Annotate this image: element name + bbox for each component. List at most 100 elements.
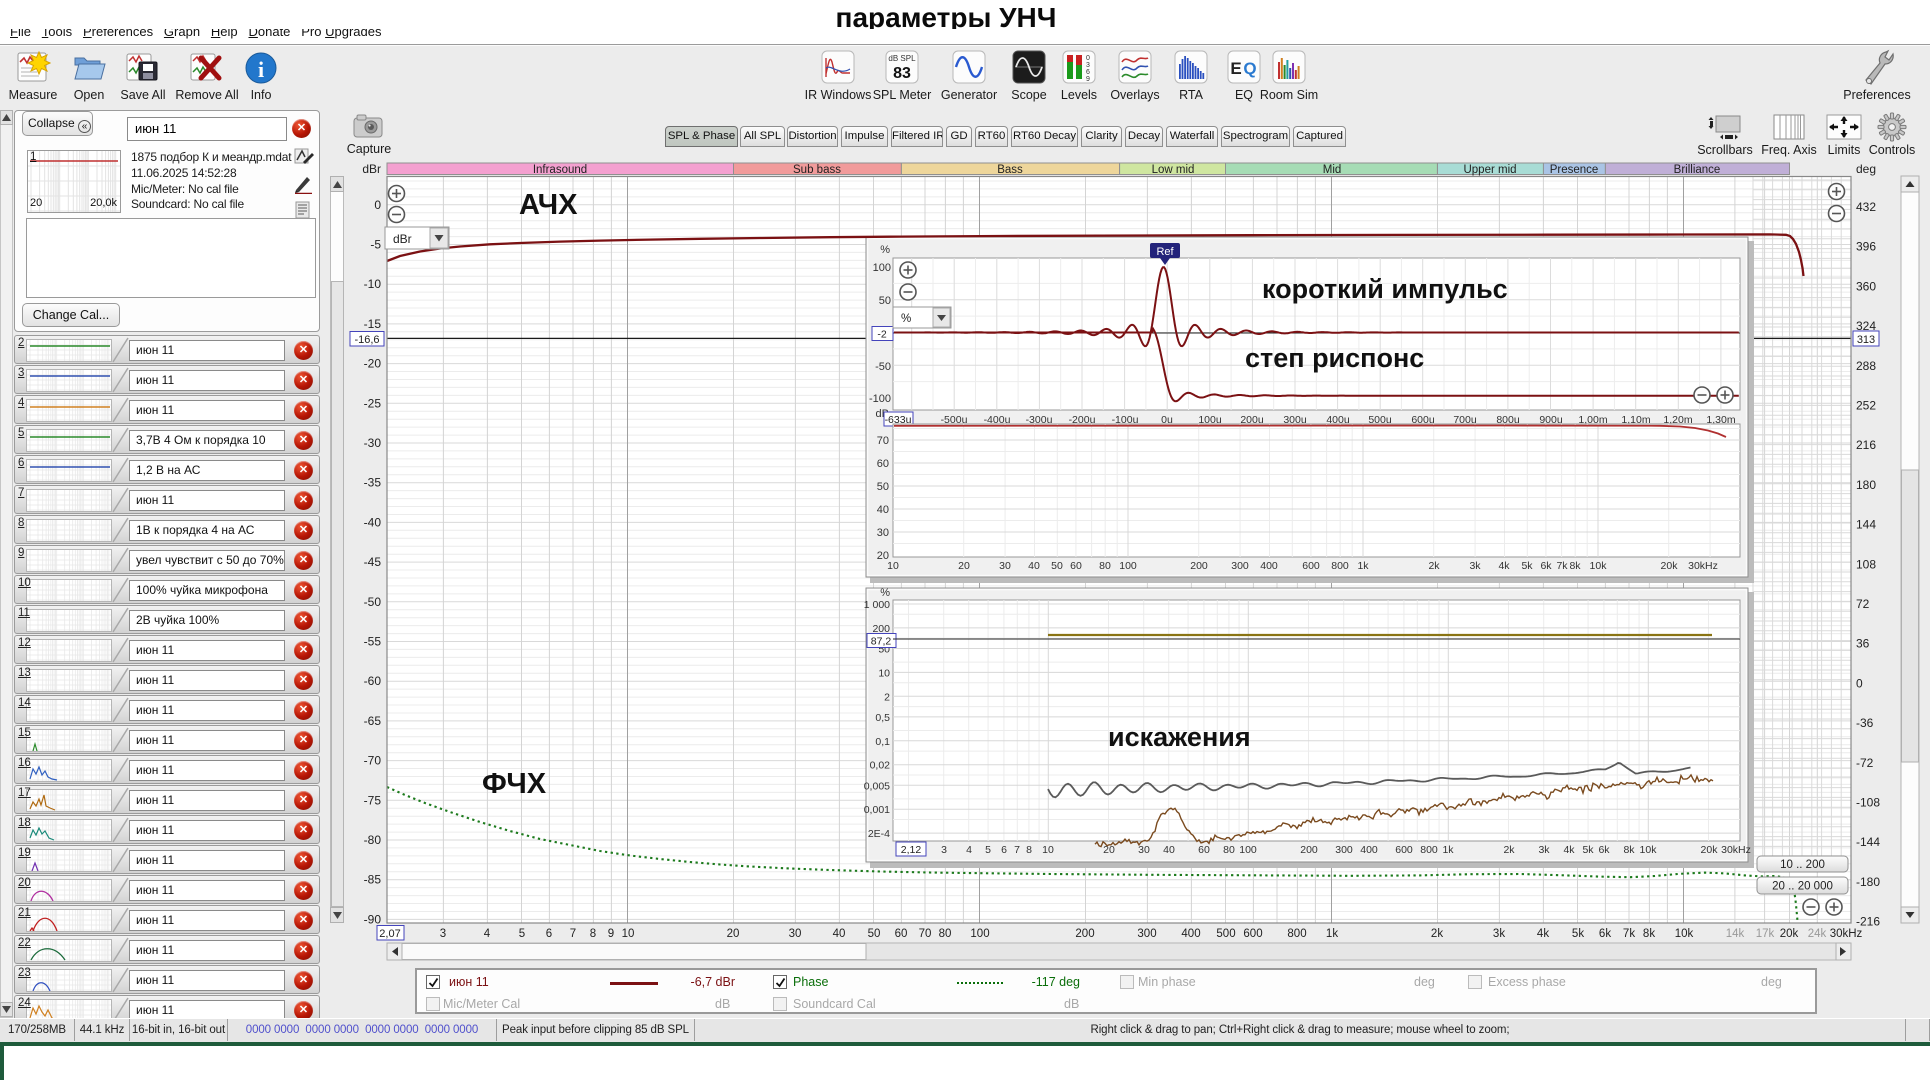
svg-text:800: 800: [1331, 560, 1349, 572]
svg-text:60: 60: [895, 928, 908, 940]
svg-text:4k: 4k: [1537, 928, 1549, 940]
svg-text:40: 40: [877, 504, 889, 516]
svg-text:dB SPL: dB SPL: [888, 54, 916, 63]
svg-text:30: 30: [877, 527, 889, 539]
svg-text:100: 100: [970, 928, 989, 940]
svg-text:10: 10: [622, 928, 635, 940]
svg-text:4: 4: [966, 844, 972, 856]
svg-text:300: 300: [1335, 844, 1353, 856]
svg-text:-20: -20: [364, 357, 382, 371]
svg-text:7: 7: [1014, 844, 1020, 856]
svg-text:100: 100: [1119, 560, 1137, 572]
svg-text:400: 400: [1360, 844, 1378, 856]
svg-text:4k: 4k: [1498, 560, 1510, 572]
svg-text:5: 5: [985, 844, 991, 856]
svg-text:10: 10: [1042, 844, 1054, 856]
svg-text:100u: 100u: [1198, 414, 1222, 426]
svg-text:0,02: 0,02: [870, 760, 891, 772]
svg-text:-70: -70: [364, 754, 382, 768]
svg-text:20: 20: [958, 560, 970, 572]
svg-text:8k: 8k: [1569, 560, 1581, 572]
svg-text:432: 432: [1856, 200, 1876, 214]
svg-text:Low mid: Low mid: [1152, 164, 1195, 176]
svg-text:60: 60: [1070, 560, 1082, 572]
svg-text:1,00m: 1,00m: [1578, 414, 1607, 426]
svg-text:200u: 200u: [1240, 414, 1264, 426]
svg-text:-200u: -200u: [1069, 414, 1096, 426]
svg-text:30kHz: 30kHz: [1688, 560, 1718, 572]
svg-text:6k: 6k: [1540, 560, 1552, 572]
svg-text:600u: 600u: [1411, 414, 1435, 426]
svg-text:3: 3: [1086, 62, 1090, 69]
svg-text:14k: 14k: [1726, 928, 1745, 940]
svg-text:-40: -40: [364, 515, 382, 529]
svg-text:2k: 2k: [1428, 560, 1440, 572]
svg-text:-45: -45: [364, 555, 382, 569]
svg-text:Mid: Mid: [1323, 164, 1342, 176]
svg-text:400: 400: [1181, 928, 1200, 940]
svg-text:-300u: -300u: [1026, 414, 1053, 426]
svg-text:3: 3: [941, 844, 947, 856]
svg-text:50: 50: [1051, 560, 1063, 572]
svg-text:0,1: 0,1: [875, 736, 890, 748]
svg-text:-55: -55: [364, 635, 382, 649]
svg-text:3: 3: [440, 928, 446, 940]
svg-text:83: 83: [893, 65, 911, 82]
svg-text:Infrasound: Infrasound: [533, 164, 587, 176]
svg-text:7k: 7k: [1623, 928, 1635, 940]
svg-text:-65: -65: [364, 714, 382, 728]
svg-text:80: 80: [1223, 844, 1235, 856]
svg-text:ФЧХ: ФЧХ: [482, 768, 547, 800]
svg-text:10: 10: [887, 560, 899, 572]
svg-text:-144: -144: [1856, 835, 1880, 849]
svg-text:360: 360: [1856, 279, 1876, 293]
svg-text:1,30m: 1,30m: [1706, 414, 1735, 426]
svg-text:30: 30: [1138, 844, 1150, 856]
svg-text:40: 40: [833, 928, 846, 940]
svg-text:-30: -30: [364, 436, 382, 450]
svg-text:40: 40: [1163, 844, 1175, 856]
svg-text:200: 200: [1075, 928, 1094, 940]
svg-text:7: 7: [570, 928, 576, 940]
svg-text:-36: -36: [1856, 716, 1874, 730]
svg-text:100: 100: [873, 262, 891, 274]
svg-text:40: 40: [1028, 560, 1040, 572]
svg-text:216: 216: [1856, 438, 1876, 452]
svg-text:dBr: dBr: [393, 232, 412, 246]
svg-text:3k: 3k: [1469, 560, 1481, 572]
svg-text:-80: -80: [364, 833, 382, 847]
svg-text:8k: 8k: [1623, 844, 1635, 856]
svg-text:6k: 6k: [1598, 844, 1610, 856]
svg-text:5: 5: [519, 928, 525, 940]
svg-text:%: %: [880, 244, 890, 256]
svg-text:0,005: 0,005: [864, 780, 890, 792]
svg-text:8: 8: [1026, 844, 1032, 856]
svg-text:30kHz: 30kHz: [1830, 928, 1863, 940]
svg-text:200: 200: [1190, 560, 1208, 572]
svg-text:2: 2: [884, 691, 890, 703]
svg-text:72: 72: [1856, 597, 1870, 611]
svg-text:-25: -25: [364, 396, 382, 410]
svg-text:-100u: -100u: [1112, 414, 1139, 426]
svg-text:300: 300: [1231, 560, 1249, 572]
svg-text:600: 600: [1395, 844, 1413, 856]
svg-text:8: 8: [590, 928, 596, 940]
svg-text:4: 4: [484, 928, 491, 940]
svg-text:180: 180: [1856, 478, 1876, 492]
svg-text:Bass: Bass: [997, 164, 1023, 176]
svg-text:0: 0: [1086, 55, 1090, 62]
svg-text:20k: 20k: [1661, 560, 1679, 572]
svg-text:20k: 20k: [1701, 844, 1719, 856]
svg-text:10k: 10k: [1675, 928, 1694, 940]
svg-text:-15: -15: [364, 317, 382, 331]
svg-text:Presence: Presence: [1550, 164, 1599, 176]
svg-text:2,12: 2,12: [901, 844, 922, 856]
svg-text:Ref: Ref: [1156, 246, 1174, 258]
svg-text:400u: 400u: [1326, 414, 1350, 426]
svg-text:3k: 3k: [1538, 844, 1550, 856]
svg-text:-75: -75: [364, 793, 382, 807]
svg-text:0,5: 0,5: [875, 712, 890, 724]
svg-text:20 .. 20 000: 20 .. 20 000: [1772, 881, 1833, 893]
svg-text:-90: -90: [364, 912, 382, 926]
svg-text:-10: -10: [364, 277, 382, 291]
